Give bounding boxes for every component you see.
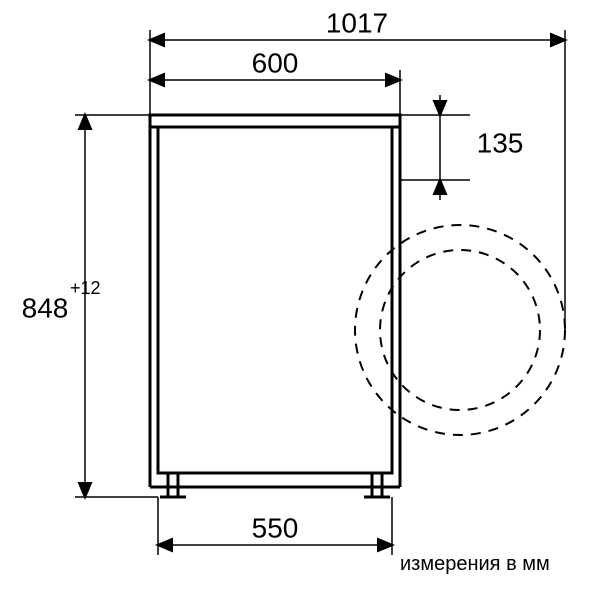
dim-600-label: 600 [252,47,299,78]
dim-1017-label: 1017 [326,7,388,38]
foot-left [160,473,186,497]
dim-848: 848 +12 [22,115,101,497]
dim-1017: 1017 [150,7,565,40]
dim-600: 600 [150,47,400,80]
unit-caption: измерения в мм [400,553,550,575]
dim-848-label: 848 [22,292,69,323]
dim-135: 135 [440,95,523,200]
foot-right [364,473,390,497]
door-swing [355,225,565,435]
dim-135-label: 135 [477,127,524,158]
dim-550: 550 [158,512,392,545]
dimension-diagram: 1017 600 135 848 +12 550 измерения в мм [0,0,600,600]
appliance-body [150,115,400,497]
dim-550-label: 550 [252,512,299,543]
dim-848-tol: +12 [70,278,101,298]
